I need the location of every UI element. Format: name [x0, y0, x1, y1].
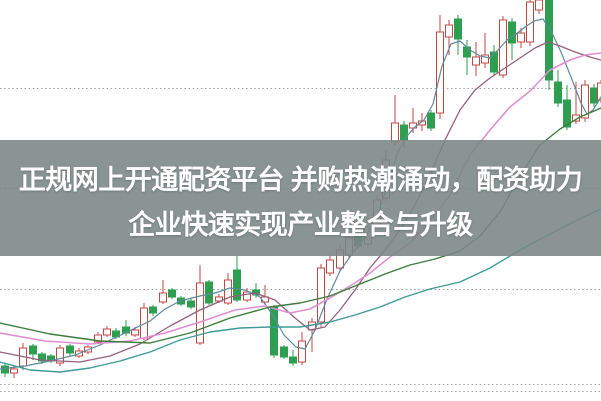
- candle-body-down: [454, 18, 462, 40]
- ma-line-MA-20: [0, 52, 601, 345]
- candle-body-up: [103, 328, 111, 336]
- candle-body-up: [224, 279, 232, 304]
- candle-body-up: [94, 334, 102, 343]
- candle-body-down: [233, 269, 241, 301]
- candle-body-down: [563, 99, 571, 128]
- candle-body-down: [554, 81, 562, 104]
- candle-body-up: [535, 0, 543, 11]
- ma-line-MA-60: [0, 208, 601, 373]
- candle-body-up: [215, 296, 223, 302]
- candle-body-down: [205, 281, 213, 304]
- candle-body-down: [168, 289, 176, 298]
- candle-body-up: [10, 368, 18, 374]
- ma-line-MA-10: [0, 41, 601, 363]
- candle-body-down: [187, 300, 195, 308]
- candle-body-down: [280, 346, 288, 358]
- candle-body-down: [427, 112, 435, 129]
- candle-body-up: [326, 259, 334, 274]
- candle-body-up: [517, 32, 525, 43]
- candle-body-up: [196, 282, 204, 344]
- candle-body-down: [490, 51, 498, 73]
- candle-body-up: [481, 54, 489, 64]
- candle-body-up: [298, 340, 306, 363]
- candle-body-down: [545, 0, 553, 81]
- candle-body-up: [317, 267, 325, 323]
- candle-body-down: [1, 365, 9, 374]
- headline-line-2: 企业快速实现产业整合与升级: [128, 210, 473, 240]
- candle-body-up: [56, 347, 64, 364]
- candle-body-up: [131, 329, 139, 336]
- candle-body-down: [463, 46, 471, 58]
- candle-body-down: [508, 21, 516, 44]
- headline-banner: 正规网上开通配资平台 并购热潮涌动，配资助力 企业快速实现产业整合与升级: [0, 140, 601, 256]
- candle-body-up: [445, 24, 453, 38]
- candle-body-down: [289, 356, 297, 364]
- candle-body-down: [66, 345, 74, 354]
- candle-body-down: [29, 345, 37, 355]
- candle-body-down: [590, 87, 598, 104]
- candle-body-down: [38, 353, 46, 362]
- candle-body-up: [243, 291, 251, 301]
- candle-body-up: [581, 84, 589, 119]
- candle-body-up: [159, 292, 167, 303]
- candle-body-down: [400, 124, 408, 141]
- candle-body-up: [472, 56, 480, 66]
- headline-line-1: 正规网上开通配资平台 并购热潮涌动，配资助力: [18, 165, 583, 195]
- candle-body-up: [597, 82, 601, 101]
- candle-body-down: [149, 306, 157, 314]
